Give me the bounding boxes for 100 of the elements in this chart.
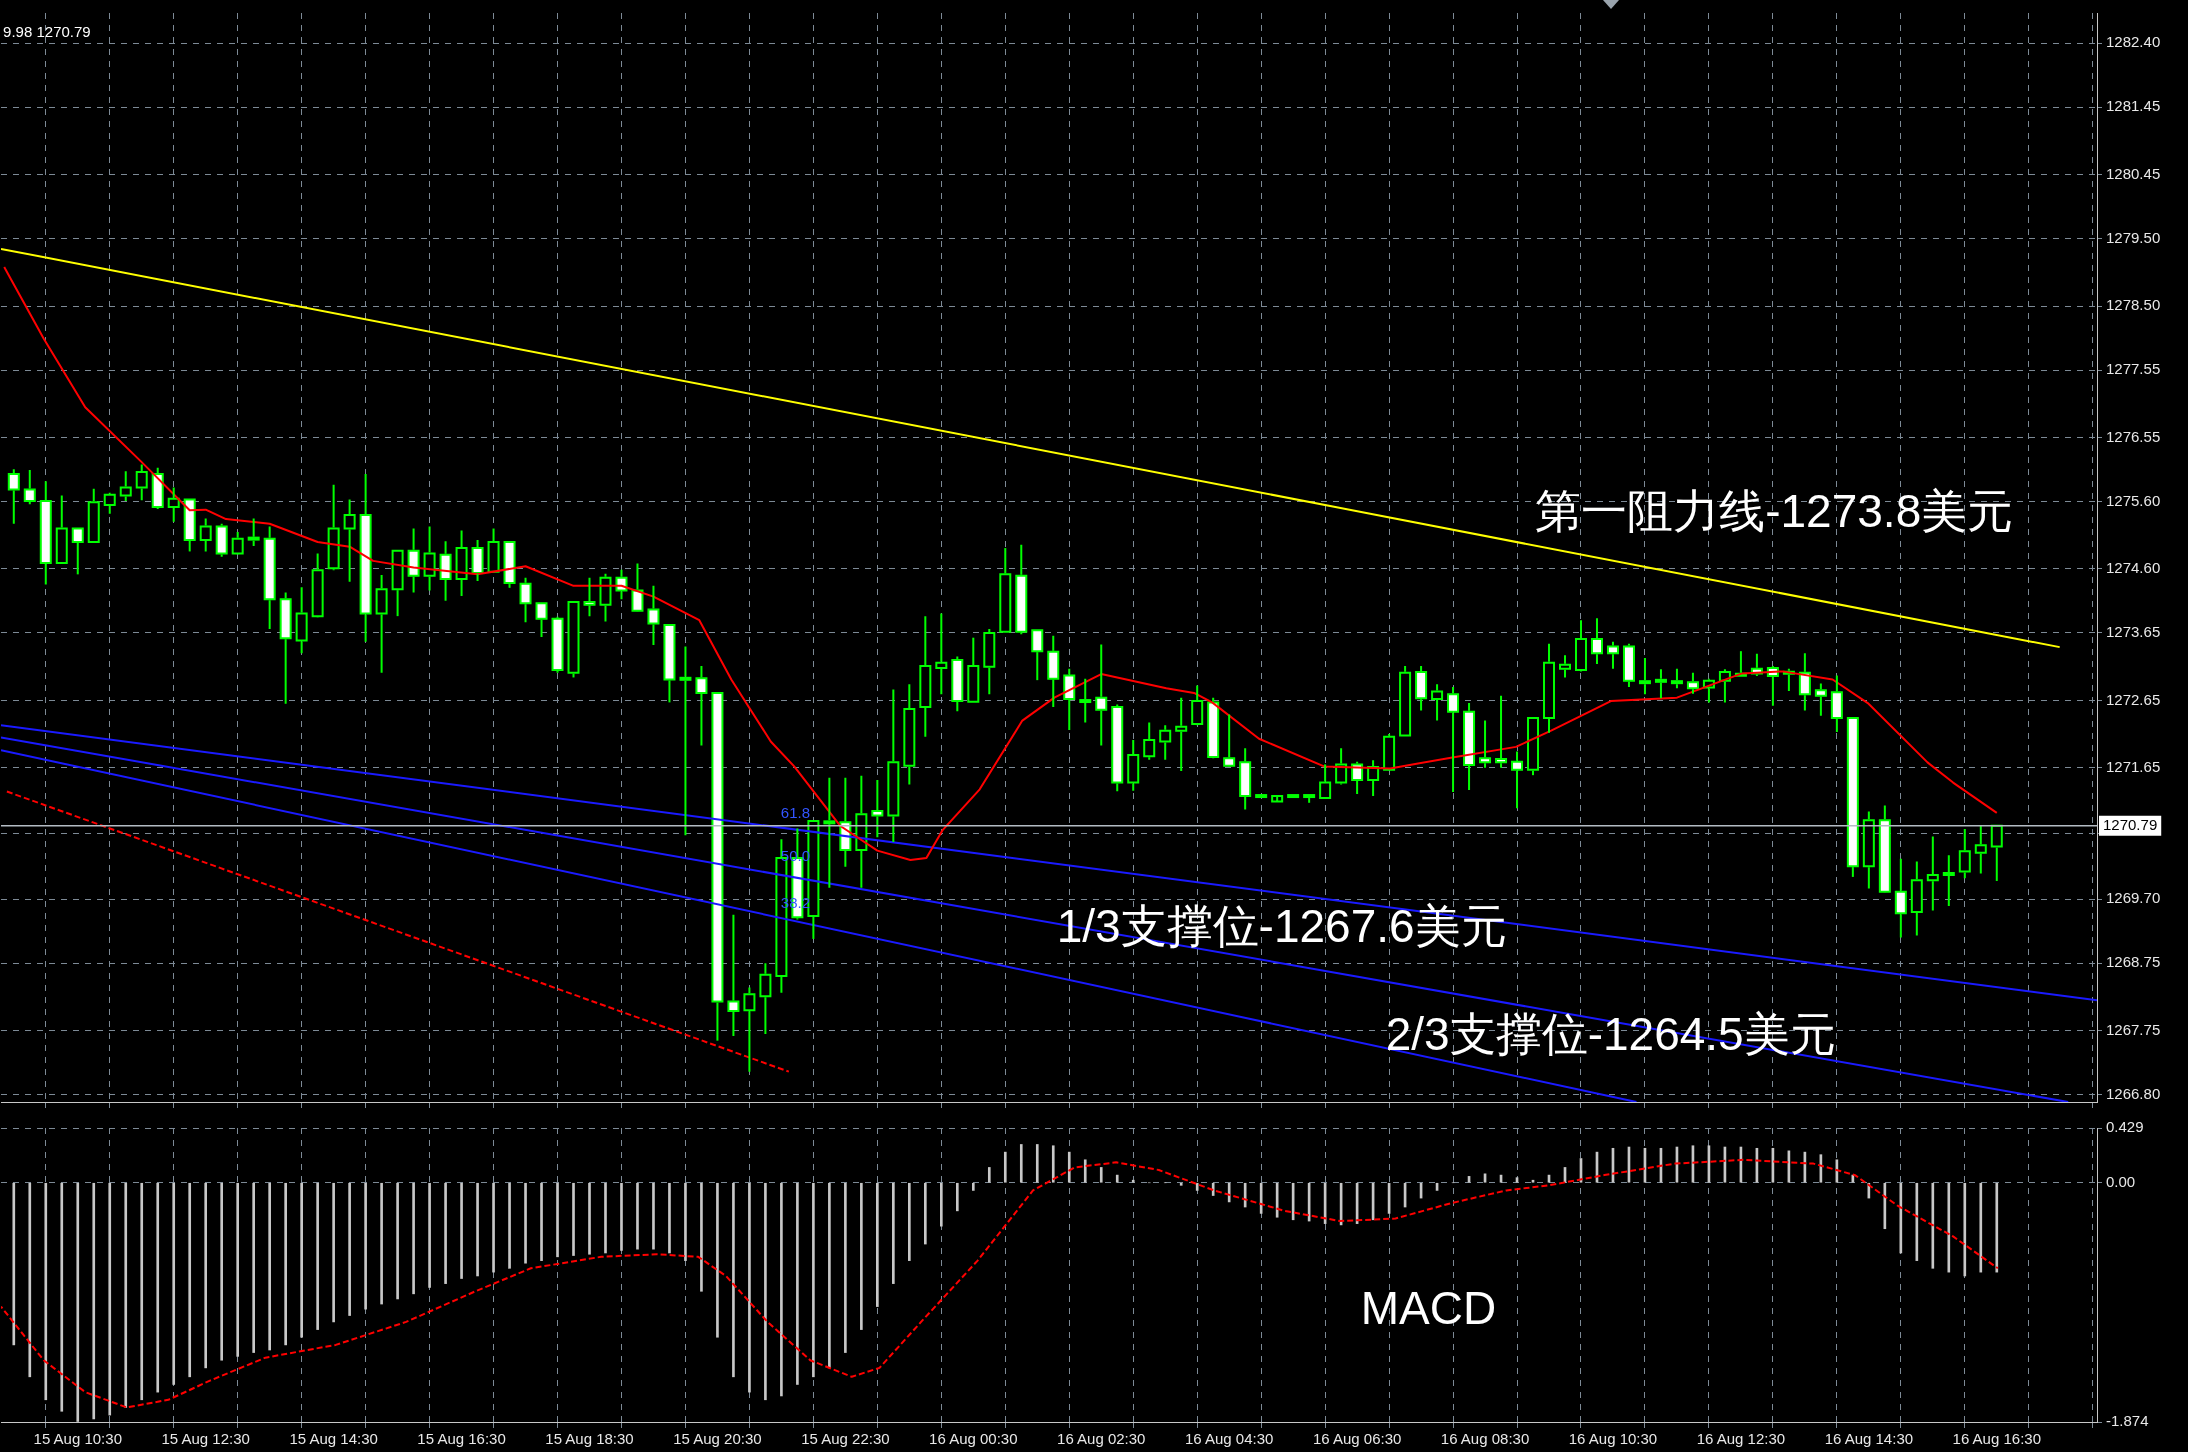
candlestick (359, 472, 372, 643)
candlestick (263, 525, 276, 630)
candlestick (103, 493, 116, 515)
candlestick (375, 574, 388, 674)
candlestick (1303, 794, 1316, 804)
candlestick (1606, 640, 1619, 670)
candlestick (1894, 857, 1907, 939)
bar (860, 1182, 863, 1330)
bar (220, 1182, 224, 1361)
bar (1131, 1179, 1135, 1183)
bar (236, 1182, 240, 1357)
candlestick (1590, 617, 1603, 665)
bar (396, 1182, 399, 1300)
bar (939, 1182, 943, 1227)
bar (1003, 1151, 1007, 1183)
bar (1979, 1182, 1983, 1273)
candlestick (1686, 671, 1699, 695)
candlestick (1079, 677, 1092, 724)
bar (732, 1182, 735, 1378)
candlestick (1798, 652, 1811, 712)
bar (684, 1182, 687, 1261)
candlestick (1463, 702, 1476, 791)
candlestick (919, 615, 932, 738)
candlestick (1223, 713, 1236, 767)
bar (1083, 1159, 1087, 1183)
bar (524, 1182, 527, 1264)
bar (300, 1182, 303, 1338)
candlestick (759, 962, 772, 1035)
bar (748, 1182, 751, 1393)
y-tick-label: 1275.60 (2106, 491, 2161, 509)
bar (1915, 1182, 1919, 1261)
candlestick (1031, 629, 1044, 682)
bar (812, 1182, 815, 1378)
x-tick-label: 15 Aug 20:30 (673, 1430, 762, 1448)
bar (460, 1182, 463, 1279)
candlestick (119, 470, 132, 502)
bar (924, 1182, 927, 1245)
candlestick (1479, 719, 1492, 769)
candlestick (279, 591, 292, 705)
bar (716, 1182, 719, 1338)
candlestick (983, 627, 996, 696)
candlestick (903, 683, 916, 786)
y-tick-label: 1277.55 (2106, 360, 2161, 378)
candlestick (1015, 543, 1028, 636)
bar (1963, 1182, 1967, 1277)
x-tick-label: 15 Aug 10:30 (33, 1430, 122, 1448)
candlestick (695, 665, 708, 747)
bar (44, 1182, 48, 1401)
candlestick (1910, 860, 1923, 937)
x-tick-label: 15 Aug 22:30 (801, 1430, 890, 1448)
bar (284, 1182, 287, 1346)
x-tick-label: 15 Aug 18:30 (545, 1430, 634, 1448)
candlestick (551, 617, 564, 674)
x-tick-label: 16 Aug 00:30 (929, 1430, 1018, 1448)
bar (124, 1182, 128, 1408)
x-tick-label: 15 Aug 12:30 (161, 1430, 250, 1448)
candlestick (967, 636, 980, 703)
candlestick (1814, 682, 1827, 717)
bar (540, 1182, 543, 1261)
bar (1115, 1174, 1119, 1183)
candlestick (1495, 694, 1508, 769)
candlestick (823, 776, 836, 889)
y-tick-label: 1271.65 (2106, 757, 2161, 775)
candlestick (1415, 665, 1428, 712)
y-tick-label: 1280.45 (2106, 164, 2161, 182)
bar (1179, 1182, 1183, 1186)
candlestick (1335, 747, 1348, 784)
x-tick-label: 16 Aug 16:30 (1952, 1430, 2041, 1448)
x-tick-label: 15 Aug 16:30 (417, 1430, 506, 1448)
y-tick-label: 1272.65 (2106, 690, 2161, 708)
y-tick-label: 1282.40 (2106, 33, 2161, 51)
candlestick (423, 525, 436, 592)
x-tick-label: 15 Aug 14:30 (289, 1430, 378, 1448)
candlestick (1654, 668, 1667, 700)
candlestick (647, 584, 660, 647)
x-tick-label: 16 Aug 12:30 (1696, 1430, 1786, 1448)
candlestick (55, 494, 68, 564)
candlestick (1255, 794, 1268, 799)
ref-line-label: 1270.79 (2103, 815, 2158, 833)
y-tick-label: 1276.55 (2106, 427, 2161, 445)
bar (620, 1182, 623, 1251)
bar (1931, 1182, 1935, 1269)
candlestick (1670, 667, 1683, 690)
bar (108, 1182, 112, 1416)
bar (380, 1182, 383, 1305)
bar (156, 1182, 160, 1393)
candlestick (1431, 683, 1444, 722)
candlestick (1862, 810, 1875, 890)
bar (764, 1182, 767, 1401)
y-tick-label: 1269.70 (2106, 889, 2161, 907)
bar (140, 1182, 144, 1401)
bar (1035, 1144, 1039, 1183)
candlestick (951, 655, 964, 713)
x-tick-label: 16 Aug 14:30 (1824, 1430, 1914, 1448)
candlestick (519, 576, 532, 624)
bar (1051, 1145, 1055, 1183)
candlestick (135, 463, 148, 502)
candlestick (1399, 665, 1412, 737)
annotation: 38.2 (780, 893, 810, 911)
candlestick (1143, 721, 1156, 761)
